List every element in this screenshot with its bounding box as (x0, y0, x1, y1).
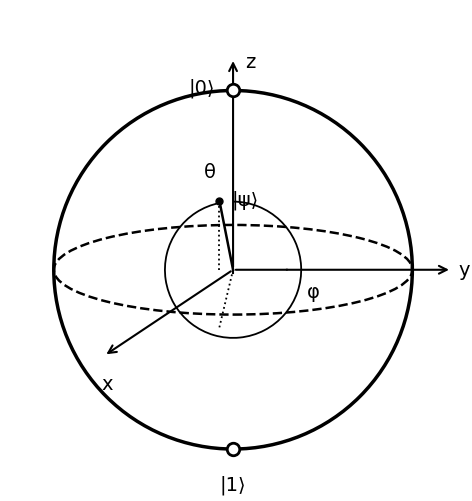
Text: x: x (102, 374, 113, 393)
Text: |1⟩: |1⟩ (220, 474, 246, 493)
Text: z: z (245, 53, 256, 72)
Text: |0⟩: |0⟩ (189, 78, 215, 98)
Text: y: y (459, 261, 471, 280)
Text: θ: θ (204, 163, 216, 182)
Text: φ: φ (307, 282, 320, 301)
Text: |ψ⟩: |ψ⟩ (232, 190, 259, 209)
